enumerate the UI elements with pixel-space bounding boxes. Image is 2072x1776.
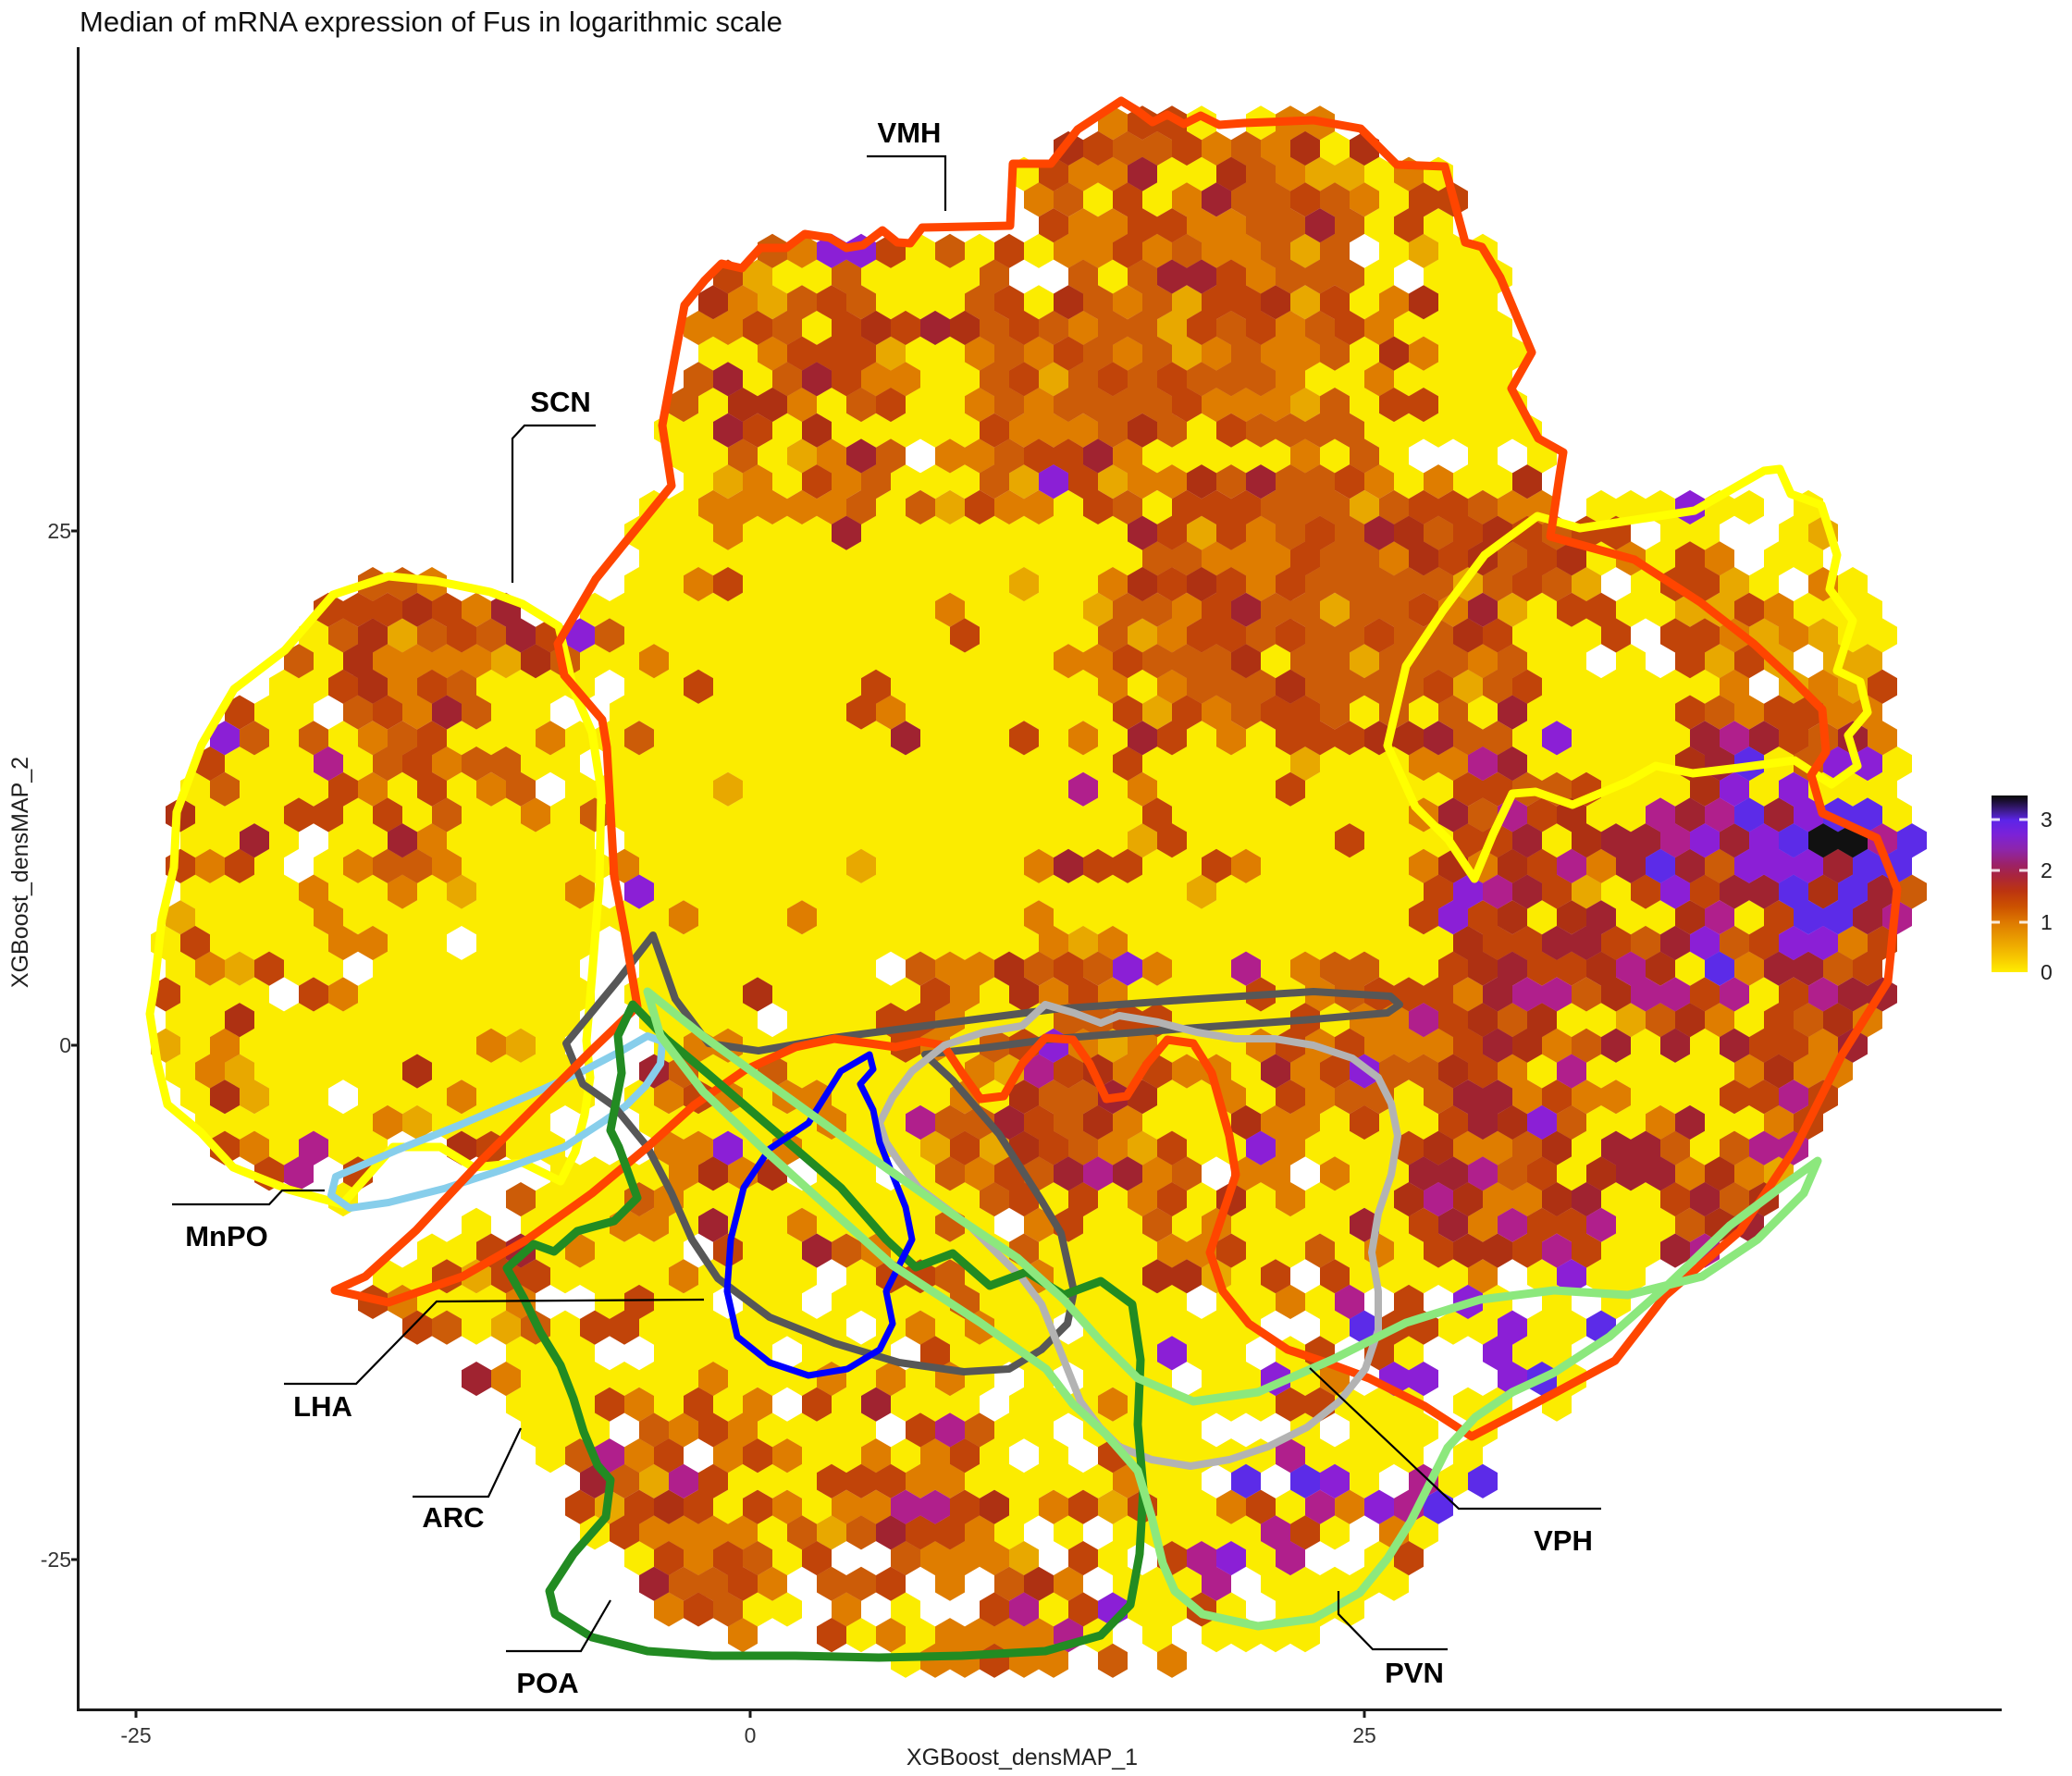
svg-text:XGBoost_densMAP_1: XGBoost_densMAP_1	[906, 1745, 1138, 1770]
svg-text:LHA: LHA	[293, 1390, 352, 1423]
svg-text:MnPO: MnPO	[185, 1220, 268, 1252]
svg-text:POA: POA	[516, 1667, 578, 1699]
svg-text:-25: -25	[120, 1723, 151, 1747]
svg-text:0: 0	[745, 1723, 757, 1747]
svg-text:VMH: VMH	[878, 117, 942, 149]
svg-text:Median of mRNA expression of F: Median of mRNA expression of Fus in loga…	[80, 6, 783, 38]
svg-text:XGBoost_densMAP_2: XGBoost_densMAP_2	[7, 757, 33, 988]
svg-text:0: 0	[59, 1033, 71, 1057]
svg-text:0: 0	[2041, 960, 2053, 984]
svg-text:ARC: ARC	[422, 1501, 484, 1534]
svg-text:25: 25	[47, 519, 71, 543]
svg-text:2: 2	[2041, 858, 2053, 882]
svg-text:25: 25	[1352, 1723, 1376, 1747]
svg-text:PVN: PVN	[1385, 1657, 1444, 1689]
svg-text:-25: -25	[41, 1548, 71, 1572]
svg-text:VPH: VPH	[1534, 1524, 1593, 1557]
svg-text:1: 1	[2041, 910, 2053, 934]
svg-text:SCN: SCN	[530, 386, 590, 418]
svg-text:3: 3	[2041, 808, 2053, 832]
